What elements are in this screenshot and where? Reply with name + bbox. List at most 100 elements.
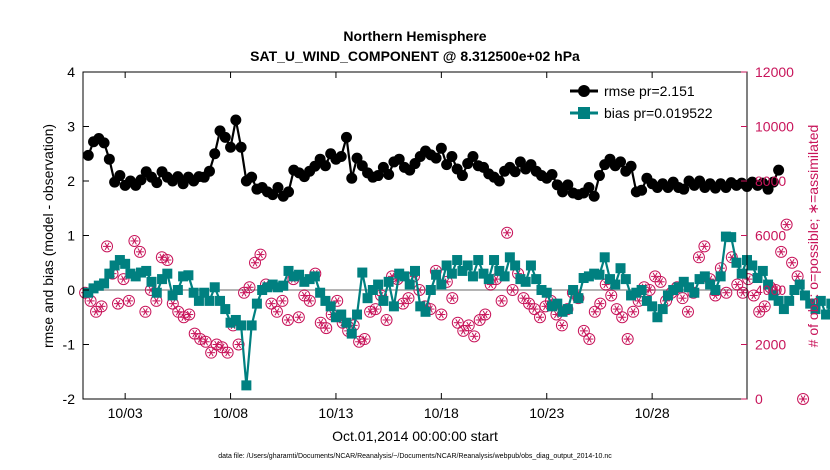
bias-point	[815, 295, 826, 306]
obs-assimilated-marker	[755, 308, 764, 316]
obs-possible-marker	[101, 240, 114, 253]
bias-point	[88, 283, 99, 294]
obs-possible-marker	[780, 218, 793, 231]
obs-assimilated-marker	[585, 335, 594, 343]
bias-point	[83, 287, 94, 298]
asterisk-stroke	[219, 343, 225, 351]
bias-point	[272, 282, 283, 293]
obs-possible-marker	[254, 248, 267, 261]
bias-point	[784, 295, 795, 306]
obs-possible-marker	[221, 346, 234, 359]
obs-possible-marker	[720, 286, 733, 299]
bias-point	[504, 252, 515, 263]
obs-possible-marker	[232, 338, 245, 351]
asterisk-stroke	[685, 308, 691, 316]
bias-point	[283, 265, 294, 276]
obs-assimilated-marker	[760, 302, 769, 311]
bias-point	[489, 255, 500, 266]
bias-point	[789, 285, 800, 295]
asterisk-stroke	[301, 291, 307, 300]
asterisk-stroke	[99, 302, 104, 311]
obs-possible-marker	[627, 305, 640, 318]
obs-assimilated-marker	[360, 335, 369, 343]
bias-point	[604, 274, 615, 285]
y-tick-label: 2	[67, 173, 75, 189]
bias-point	[615, 263, 626, 274]
obs-assimilated-marker	[174, 308, 183, 316]
chart-title: Northern Hemisphere	[343, 28, 486, 44]
asterisk-stroke	[274, 308, 280, 316]
obs-possible-marker	[199, 335, 212, 348]
rmse-point	[272, 182, 284, 194]
obs-assimilated-marker	[322, 324, 331, 332]
obs-assimilated-marker	[152, 297, 161, 305]
obs-possible-marker	[210, 338, 223, 351]
obs-assimilated-marker	[683, 308, 692, 316]
asterisk-stroke	[164, 256, 170, 264]
bias-point	[404, 279, 415, 290]
y-right-tick-label: 0	[755, 391, 763, 407]
bias-point	[657, 304, 668, 315]
obs-possible-marker	[616, 311, 629, 324]
obs-assimilated-marker	[607, 291, 616, 300]
rmse-point	[562, 179, 574, 191]
rmse-point	[283, 186, 295, 198]
bias-point	[810, 304, 821, 315]
bias-point	[220, 304, 231, 315]
bias-point	[557, 306, 568, 317]
bias-point	[352, 309, 363, 320]
obs-assimilated-marker	[333, 297, 342, 305]
obs-possible-marker	[111, 297, 124, 310]
bias-point	[631, 287, 642, 298]
bias-point	[662, 290, 673, 301]
bias-point	[520, 276, 531, 287]
asterisk-stroke	[477, 316, 483, 324]
asterisk-stroke	[729, 253, 735, 262]
asterisk-stroke	[460, 327, 466, 335]
bias-point	[172, 285, 183, 295]
bias-point	[747, 260, 758, 271]
obs-possible-marker	[468, 330, 481, 343]
bias-point	[568, 285, 579, 295]
bias-point	[452, 255, 463, 266]
bias-point	[494, 265, 505, 276]
obs-assimilated-marker	[651, 272, 660, 281]
rmse-point	[546, 168, 558, 180]
bias-point	[315, 287, 326, 298]
rmse-point	[636, 184, 648, 196]
legend-box	[562, 78, 740, 126]
legend: rmse pr=2.151 bias pr=0.019522	[562, 78, 740, 126]
obs-assimilated-marker	[782, 220, 791, 229]
rmse-point	[456, 170, 468, 182]
bias-point	[626, 290, 637, 301]
bias-point	[594, 269, 605, 280]
obs-assimilated-marker	[645, 286, 654, 294]
rmse-point	[446, 150, 458, 162]
asterisk-stroke	[236, 340, 241, 349]
obs-assimilated-marker	[404, 294, 413, 302]
asterisk-stroke	[789, 259, 795, 267]
legend-rmse-marker	[578, 85, 590, 97]
obs-assimilated-marker	[201, 338, 210, 346]
bias-point	[135, 267, 146, 278]
obs-assimilated-marker	[163, 256, 172, 264]
asterisk-stroke	[762, 302, 768, 311]
obs-assimilated-marker	[481, 310, 490, 319]
obs-possible-marker	[161, 254, 174, 267]
asterisk-stroke	[88, 297, 94, 305]
obs-assimilated-marker	[437, 310, 446, 319]
asterisk-stroke	[532, 305, 537, 313]
bias-point	[736, 268, 747, 279]
bias-point	[383, 276, 394, 287]
legend-bias-marker	[578, 107, 590, 119]
asterisk-stroke	[696, 253, 702, 262]
obs-assimilated-marker	[678, 294, 687, 302]
obs-possible-marker	[139, 305, 152, 318]
asterisk-stroke	[181, 313, 187, 321]
bias-point	[610, 279, 621, 290]
bias-point	[699, 271, 710, 282]
bias-point	[446, 268, 457, 279]
bias-point	[668, 285, 679, 295]
obs-possible-marker	[588, 305, 601, 318]
asterisk-stroke	[778, 248, 784, 256]
